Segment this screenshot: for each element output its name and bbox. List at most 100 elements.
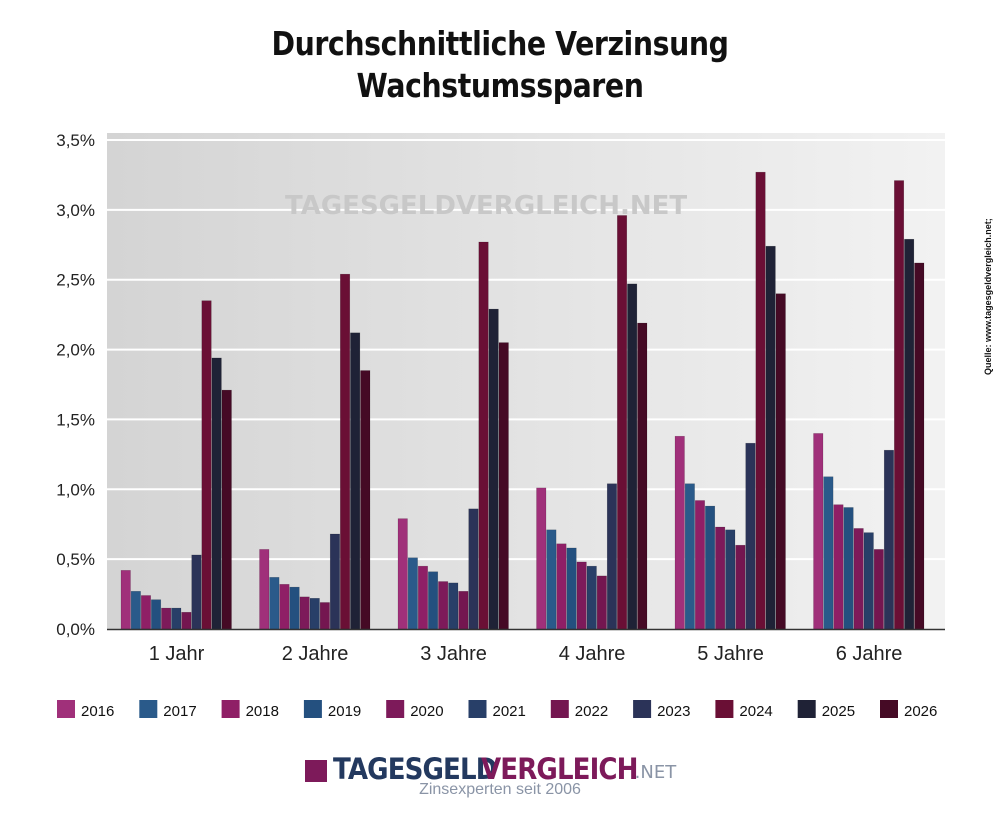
bar-2025-1 [350, 332, 361, 630]
bar-2023-3 [606, 483, 617, 630]
y-tick-label: 3,0% [56, 201, 95, 220]
bar-2019-3 [566, 547, 577, 630]
bar-2023-4 [745, 442, 756, 630]
bar-2022-0 [181, 611, 192, 630]
bar-2020-3 [576, 561, 587, 630]
bar-2020-4 [715, 526, 726, 630]
bar-2024-5 [894, 180, 905, 630]
bar-2024-1 [340, 273, 351, 630]
legend-swatch-2019 [303, 700, 322, 718]
bar-2021-0 [171, 607, 182, 630]
bar-2022-3 [596, 575, 607, 630]
y-tick-label: 1,5% [56, 410, 95, 429]
legend-swatch-2017 [139, 700, 158, 718]
bar-2023-5 [883, 449, 894, 630]
logo-pulse-icon [305, 760, 327, 782]
legend-swatch-2023 [633, 700, 652, 718]
bar-2018-4 [694, 500, 705, 630]
bar-2025-2 [488, 308, 499, 630]
bar-2019-1 [289, 586, 300, 630]
bar-2026-0 [221, 389, 232, 630]
legend-label-2022: 2022 [575, 703, 608, 720]
legend-swatch-2026 [880, 700, 898, 718]
bar-2019-5 [843, 507, 854, 630]
bar-2022-5 [873, 549, 884, 630]
y-tick-label: 2,5% [56, 271, 95, 290]
bar-2024-0 [201, 300, 212, 630]
bar-2016-4 [674, 435, 685, 630]
y-tick-label: 3,5% [56, 131, 95, 150]
x-tick-label: 5 Jahre [697, 643, 764, 665]
bar-2021-1 [309, 598, 320, 630]
logo-part2: VERGLEICH [480, 752, 639, 786]
bar-2026-1 [360, 370, 371, 630]
bar-2024-4 [755, 171, 766, 630]
bar-2026-2 [498, 342, 509, 630]
bar-2026-5 [914, 262, 925, 630]
bar-2020-5 [853, 528, 864, 630]
bar-2017-3 [546, 529, 557, 630]
legend-label-2025: 2025 [822, 703, 855, 720]
bar-2019-4 [705, 505, 716, 630]
bar-2018-3 [556, 543, 567, 630]
y-tick-label: 0,5% [56, 550, 95, 569]
logo: TAGESGELD VERGLEICH .NET [305, 752, 676, 786]
bar-2018-2 [417, 565, 428, 630]
bar-2023-0 [191, 554, 202, 630]
bar-2019-0 [151, 599, 162, 630]
bar-2026-3 [637, 322, 648, 630]
bar-2018-5 [833, 504, 844, 630]
bar-2019-2 [428, 571, 439, 630]
bar-2016-0 [120, 570, 131, 630]
legend-swatch-2016 [57, 700, 75, 718]
bar-2021-5 [863, 532, 874, 630]
bar-2020-0 [161, 607, 172, 630]
bar-2018-0 [140, 595, 151, 630]
bar-2025-5 [904, 238, 915, 630]
legend-label-2017: 2017 [163, 703, 196, 720]
legend-label-2020: 2020 [410, 703, 443, 720]
legend-swatch-2018 [221, 700, 240, 718]
legend-swatch-2024 [715, 700, 734, 718]
chart-title: Durchschnittliche Verzinsung [271, 24, 729, 63]
bar-2021-3 [586, 565, 597, 630]
bar-2018-1 [279, 584, 290, 630]
x-tick-label: 1 Jahr [149, 643, 205, 665]
bar-2024-2 [478, 241, 489, 630]
x-tick-label: 6 Jahre [836, 643, 903, 665]
bar-2023-2 [468, 508, 479, 630]
logo-part3: .NET [634, 762, 677, 783]
bar-2017-4 [684, 483, 695, 630]
bar-2016-2 [397, 518, 408, 630]
bar-2024-3 [617, 215, 628, 630]
y-tick-label: 2,0% [56, 341, 95, 360]
bar-2016-1 [259, 549, 270, 630]
legend-label-2018: 2018 [246, 703, 279, 720]
bar-2016-3 [536, 487, 547, 630]
plot-area [107, 133, 945, 629]
bar-2021-2 [448, 582, 459, 630]
source-note: Quelle: www.tagesgeldvergleich.net; [983, 218, 993, 375]
bar-2016-5 [813, 433, 824, 630]
logo-part1: TAGESGELD [333, 752, 497, 786]
bar-2026-4 [775, 293, 786, 630]
legend-label-2019: 2019 [328, 703, 361, 720]
legend-swatch-2025 [797, 700, 816, 718]
legend-label-2021: 2021 [493, 703, 526, 720]
bar-2020-1 [299, 596, 310, 630]
bar-2023-1 [329, 533, 340, 630]
y-tick-label: 1,0% [56, 480, 95, 499]
bar-2020-2 [438, 581, 449, 630]
legend-swatch-2022 [550, 700, 569, 718]
bar-2022-4 [735, 544, 746, 630]
bar-2017-5 [823, 476, 834, 630]
legend-label-2026: 2026 [904, 703, 937, 720]
bar-2017-2 [407, 557, 418, 630]
bar-2017-1 [269, 577, 280, 630]
legend-label-2016: 2016 [81, 703, 114, 720]
bar-2025-3 [627, 283, 638, 630]
x-tick-label: 3 Jahre [420, 643, 487, 665]
bar-2017-0 [130, 591, 141, 630]
legend-swatch-2021 [468, 700, 487, 718]
